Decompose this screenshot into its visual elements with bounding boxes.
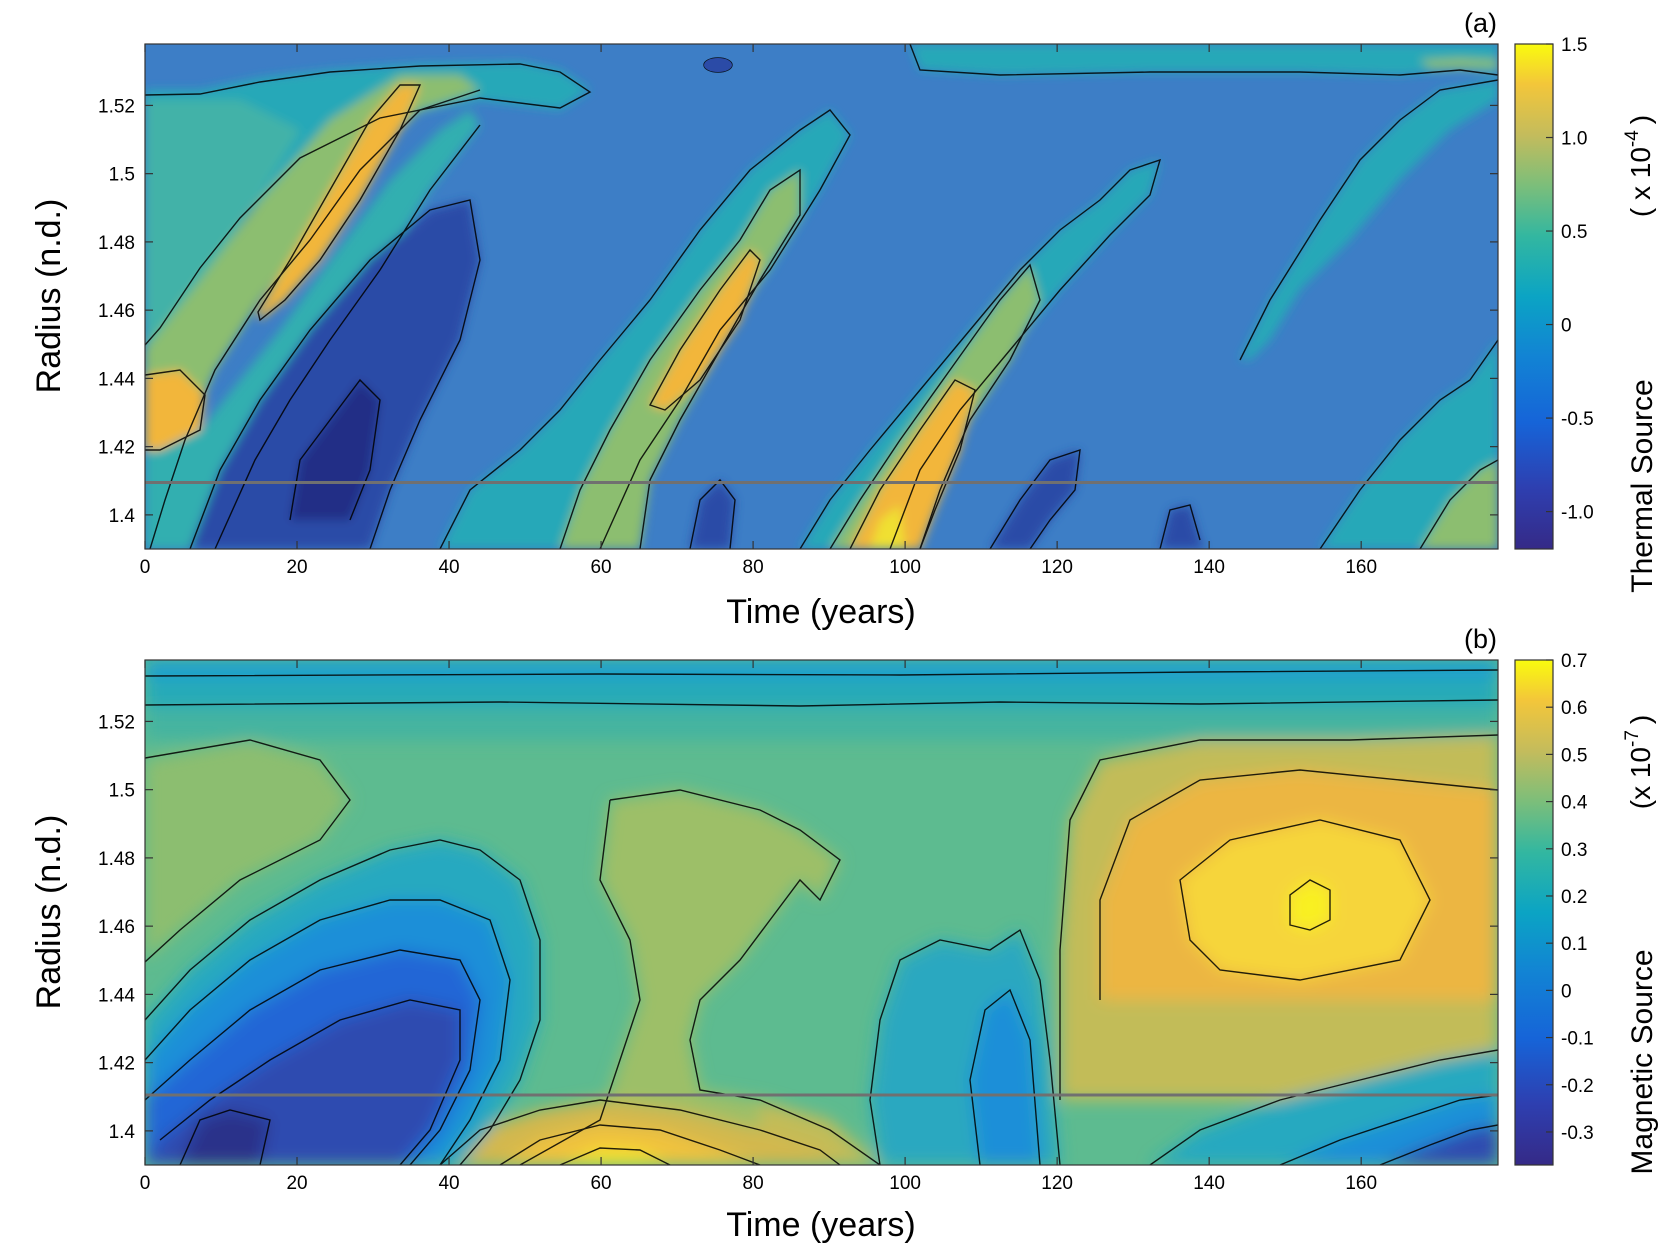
panel-label: (a) [1464, 8, 1497, 38]
y-tick-label: 1.42 [98, 438, 135, 459]
y-tick-label: 1.4 [109, 1122, 136, 1143]
colorbar-tick-label: 0.7 [1561, 651, 1587, 672]
x-tick-label: 120 [1041, 1173, 1073, 1194]
x-axis-label: Time (years) [726, 593, 916, 631]
colorbar-tick-label: -1.0 [1561, 503, 1594, 524]
y-tick-label: 1.48 [98, 849, 135, 870]
x-tick-label: 60 [590, 1173, 611, 1194]
y-tick-label: 1.46 [98, 917, 135, 938]
y-tick-label: 1.5 [109, 165, 135, 186]
x-tick-label: 20 [286, 1173, 307, 1194]
y-tick-label: 1.4 [109, 506, 136, 527]
x-tick-label: 140 [1193, 1173, 1225, 1194]
colorbar-tick-label: 0.5 [1561, 222, 1587, 243]
y-tick-label: 1.42 [98, 1054, 135, 1075]
colorbar-title: Magnetic Source (x 10-7) [1622, 715, 1659, 1175]
colorbar-tick-label: 0.2 [1561, 887, 1587, 908]
svg-text:(x 10-7): (x 10-7) [1622, 715, 1656, 809]
colorbar-title: Thermal Source ( x 10-4) [1622, 115, 1659, 593]
svg-text:Magnetic Source: Magnetic Source [1626, 949, 1659, 1174]
colorbar-tick-label: -0.1 [1561, 1029, 1594, 1050]
heatmap-a [145, 44, 1498, 549]
colorbar-tick-label: -0.3 [1561, 1123, 1594, 1144]
colorbar-tick-label: 0.6 [1561, 698, 1587, 719]
colorbar-tick-label: 0 [1561, 981, 1572, 1002]
colorbar-tick-label: 0.1 [1561, 934, 1587, 955]
axis-ticks: 0 20 40 60 80 100 120 140 160 1.4 1.42 1.44 1.46 1.48… [98, 660, 1498, 1194]
colorbar-tick-label: 0 [1561, 316, 1572, 337]
y-tick-label: 1.46 [98, 301, 135, 322]
y-axis-label: Radius (n.d.) [30, 199, 68, 394]
y-tick-label: 1.52 [98, 96, 135, 117]
colorbar-tick-label: 0.4 [1561, 793, 1588, 814]
x-tick-label: 20 [286, 557, 307, 578]
colorbar-tick-label: 0.5 [1561, 745, 1587, 766]
colorbar [1514, 43, 1554, 550]
panel-label: (b) [1464, 624, 1497, 654]
x-tick-label: 160 [1345, 557, 1377, 578]
axis-ticks: 0 20 40 60 80 100 120 140 160 1.4 1.42 1.44 1.46 1.48… [98, 44, 1498, 578]
colorbar-ticks: 0.7 0.6 0.5 0.4 0.3 0.2 0.1 0 -0.1 -0.2 -0.3 [1546, 651, 1594, 1144]
colorbar-tick-label: 1.0 [1561, 129, 1587, 150]
x-tick-label: 0 [140, 557, 151, 578]
x-tick-label: 120 [1041, 557, 1073, 578]
x-tick-label: 60 [590, 557, 611, 578]
y-axis-label: Radius (n.d.) [30, 815, 68, 1010]
colorbar-tick-label: -0.5 [1561, 409, 1594, 430]
x-tick-label: 160 [1345, 1173, 1377, 1194]
y-tick-label: 1.52 [98, 712, 135, 733]
colorbar-tick-label: -0.2 [1561, 1076, 1594, 1097]
y-tick-label: 1.44 [98, 985, 135, 1006]
x-tick-label: 100 [889, 557, 921, 578]
svg-text:Thermal Source: Thermal Source [1626, 379, 1659, 592]
x-axis-label: Time (years) [726, 1206, 916, 1244]
x-tick-label: 80 [743, 1173, 764, 1194]
svg-text:( x 10-4): ( x 10-4) [1622, 115, 1656, 217]
y-tick-label: 1.44 [98, 369, 135, 390]
colorbar-ticks: 1.5 1.0 0.5 0 -0.5 -1.0 [1546, 35, 1594, 524]
y-tick-label: 1.48 [98, 233, 135, 254]
colorbar-tick-label: 0.3 [1561, 840, 1587, 861]
heatmap-b [145, 660, 1498, 1165]
x-tick-label: 40 [438, 1173, 459, 1194]
x-tick-label: 80 [743, 557, 764, 578]
x-tick-label: 0 [140, 1173, 151, 1194]
colorbar [1514, 659, 1554, 1166]
y-tick-label: 1.5 [109, 781, 135, 802]
x-tick-label: 100 [889, 1173, 921, 1194]
panel-b: 0 20 40 60 80 100 120 140 160 1.4 1.42 1.44 1.46 1.48… [30, 624, 1659, 1244]
panel-a: 0 20 40 60 80 100 120 140 160 1.4 1.42 1.44 1.46 1.48… [30, 8, 1659, 631]
colorbar-tick-label: 1.5 [1561, 35, 1587, 56]
x-tick-label: 140 [1193, 557, 1225, 578]
x-tick-label: 40 [438, 557, 459, 578]
